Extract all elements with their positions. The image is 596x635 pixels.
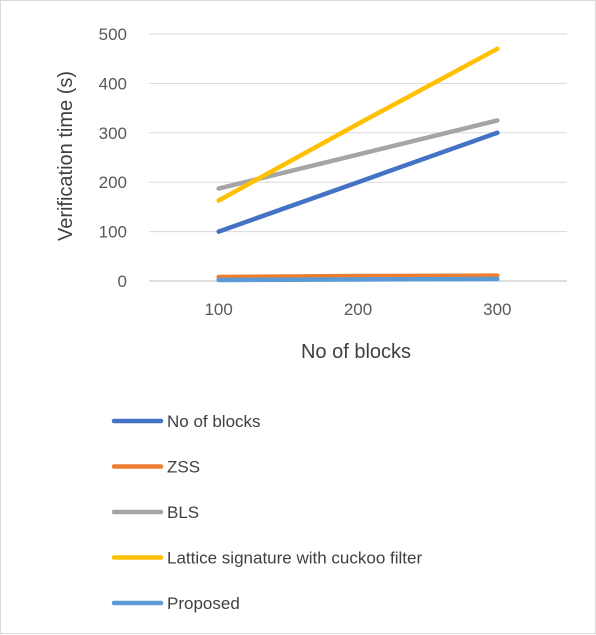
series-line-lattice-signature-with-cuckoo-filter bbox=[216, 46, 500, 203]
legend-label-bls: BLS bbox=[167, 503, 199, 522]
y-tick-labels: 0 100 200 300 400 500 bbox=[99, 25, 127, 291]
y-axis-title: Verification time (s) bbox=[55, 71, 77, 241]
gridlines bbox=[149, 33, 567, 282]
y-tick-label: 400 bbox=[99, 74, 127, 93]
series-line-no-of-blocks bbox=[216, 130, 500, 234]
y-tick-label: 100 bbox=[99, 223, 127, 242]
series-lines bbox=[216, 46, 500, 283]
series-line-zss bbox=[216, 273, 500, 280]
x-axis-title: No of blocks bbox=[301, 341, 411, 363]
y-tick-label: 500 bbox=[99, 25, 127, 44]
y-tick-label: 200 bbox=[99, 173, 127, 192]
legend-label-zss: ZSS bbox=[167, 458, 200, 477]
legend-label-lattice-signature-with-cuckoo-filter: Lattice signature with cuckoo filter bbox=[167, 549, 422, 568]
legend-label-no-of-blocks: No of blocks bbox=[167, 412, 261, 431]
series-line-proposed bbox=[216, 276, 500, 283]
x-tick-label: 300 bbox=[483, 300, 511, 319]
y-tick-label: 0 bbox=[118, 272, 127, 291]
x-tick-label: 200 bbox=[344, 300, 372, 319]
legend: No of blocks ZSS BLS Lattice signature with… bbox=[111, 412, 422, 613]
legend-label-proposed: Proposed bbox=[167, 594, 240, 613]
x-tick-labels: 100 200 300 bbox=[204, 300, 511, 319]
y-tick-label: 300 bbox=[99, 124, 127, 143]
x-tick-label: 100 bbox=[204, 300, 232, 319]
